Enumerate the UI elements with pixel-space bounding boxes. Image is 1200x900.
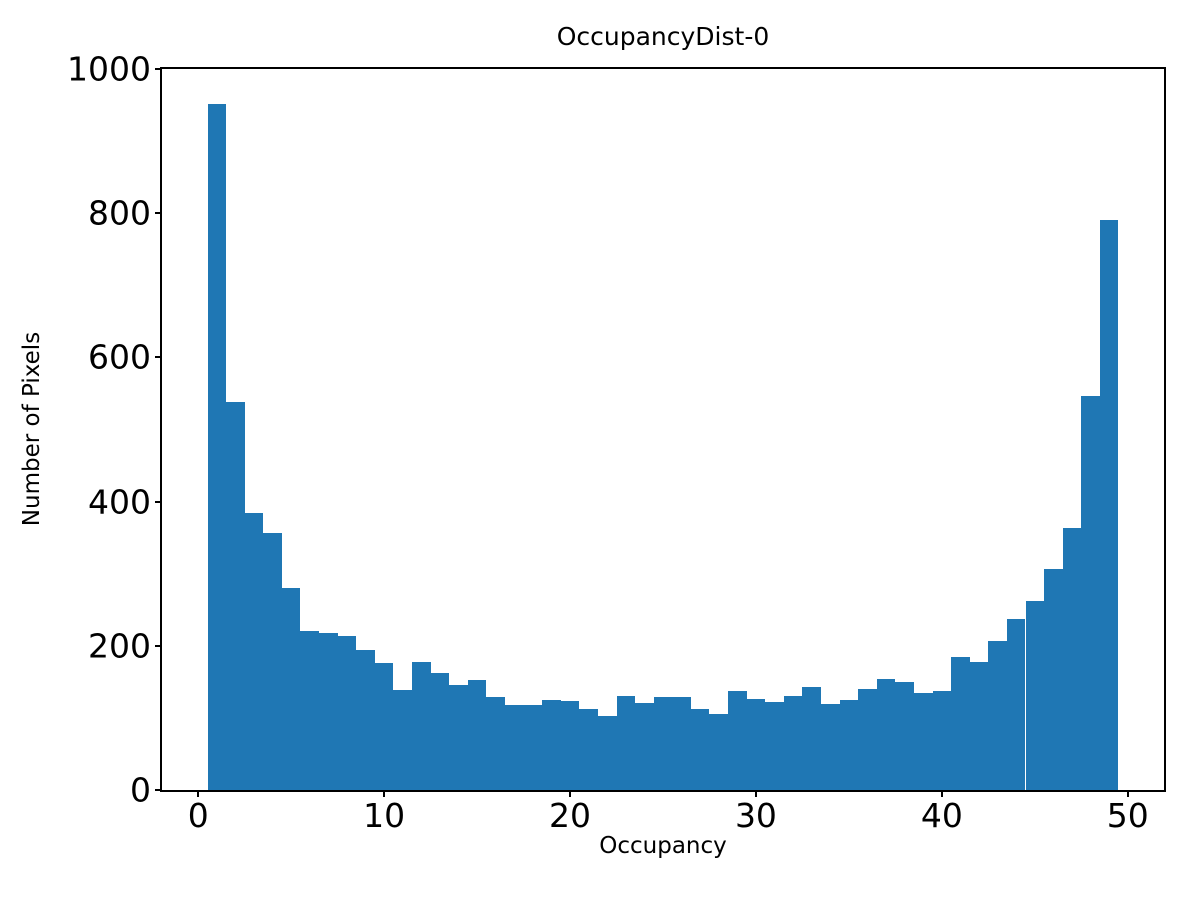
histogram-bar [876,678,896,790]
histogram-bar [374,663,394,790]
histogram-bar [597,716,617,790]
y-tick-label: 800 [88,193,151,233]
plot-area: 0 10 20 30 40 50 0 200 400 600 800 1000 [67,53,1166,832]
histogram-bar [783,695,803,790]
y-tick-label: 0 [130,770,151,810]
x-tick-mark [383,790,386,797]
histogram-bar [412,661,431,790]
x-tick-label: 50 [1106,796,1149,835]
x-tick-label: 10 [363,796,406,835]
y-tick-mark [155,212,162,215]
y-tick-mark [155,644,162,647]
histogram-bar [393,689,413,790]
histogram-bar [244,513,264,790]
y-tick-mark [155,789,162,791]
y-tick-label: 1000 [67,49,151,89]
histogram-bar [579,708,598,790]
histogram-bar [1006,619,1026,790]
histogram-bar [449,685,468,790]
histogram-bar [486,697,505,790]
x-tick-label: 30 [734,796,777,835]
histogram-bar [690,708,710,790]
x-tick-mark [569,790,572,797]
y-tick-mark [155,68,162,70]
histogram-bar [951,657,970,790]
histogram-bar [356,650,375,790]
histogram-bar [746,699,766,790]
histogram-bar [672,697,691,790]
x-tick-label: 40 [920,796,963,835]
histogram-bar [319,632,338,790]
histogram-bar [467,680,487,790]
histogram-bar [913,692,933,790]
histogram-bar [504,704,524,790]
histogram-bar [281,588,301,790]
histogram-bar [709,714,729,790]
y-tick-label: 400 [88,482,151,522]
x-tick-mark [1126,790,1129,797]
histogram-bar [207,103,227,790]
histogram-bar [300,630,320,790]
histogram-bar [728,691,747,790]
y-axis-label: Number of Pixels [19,331,46,527]
histogram-bar [821,704,840,790]
y-tick-mark [155,500,162,503]
histogram-bar [1044,568,1063,790]
chart-title: OccupancyDist-0 [556,22,770,51]
histogram-bar [523,704,543,790]
histogram-bar [802,686,821,790]
histogram-bar [988,641,1007,790]
histogram-bar [895,681,914,790]
histogram-bars [162,69,1164,790]
histogram-bar [839,699,859,790]
x-tick-mark [940,790,943,797]
histogram-bar [1081,395,1100,790]
histogram-bar [542,699,561,790]
x-tick-mark [197,790,200,797]
x-tick-label: 0 [187,796,209,835]
histogram-bar [932,691,952,790]
x-tick-label: 20 [549,796,592,835]
histogram-bar [635,703,654,790]
histogram-bar [430,673,450,790]
histogram-bar [1099,220,1119,790]
histogram-bar [765,702,784,790]
histogram-bar [263,532,282,790]
histogram-bar [337,636,357,790]
histogram-bar [969,662,989,790]
histogram-bar [1062,527,1082,790]
y-tick-mark [155,356,162,359]
histogram-bar [226,402,245,790]
y-tick-label: 600 [88,337,151,377]
histogram-bar [560,701,580,790]
x-tick-mark [754,790,757,797]
histogram-bar [858,689,877,790]
histogram-bar [1025,601,1045,790]
x-axis-label: Occupancy [599,833,727,859]
histogram-bar [653,697,673,790]
y-tick-label: 200 [88,626,151,666]
histogram-bar [616,696,636,790]
